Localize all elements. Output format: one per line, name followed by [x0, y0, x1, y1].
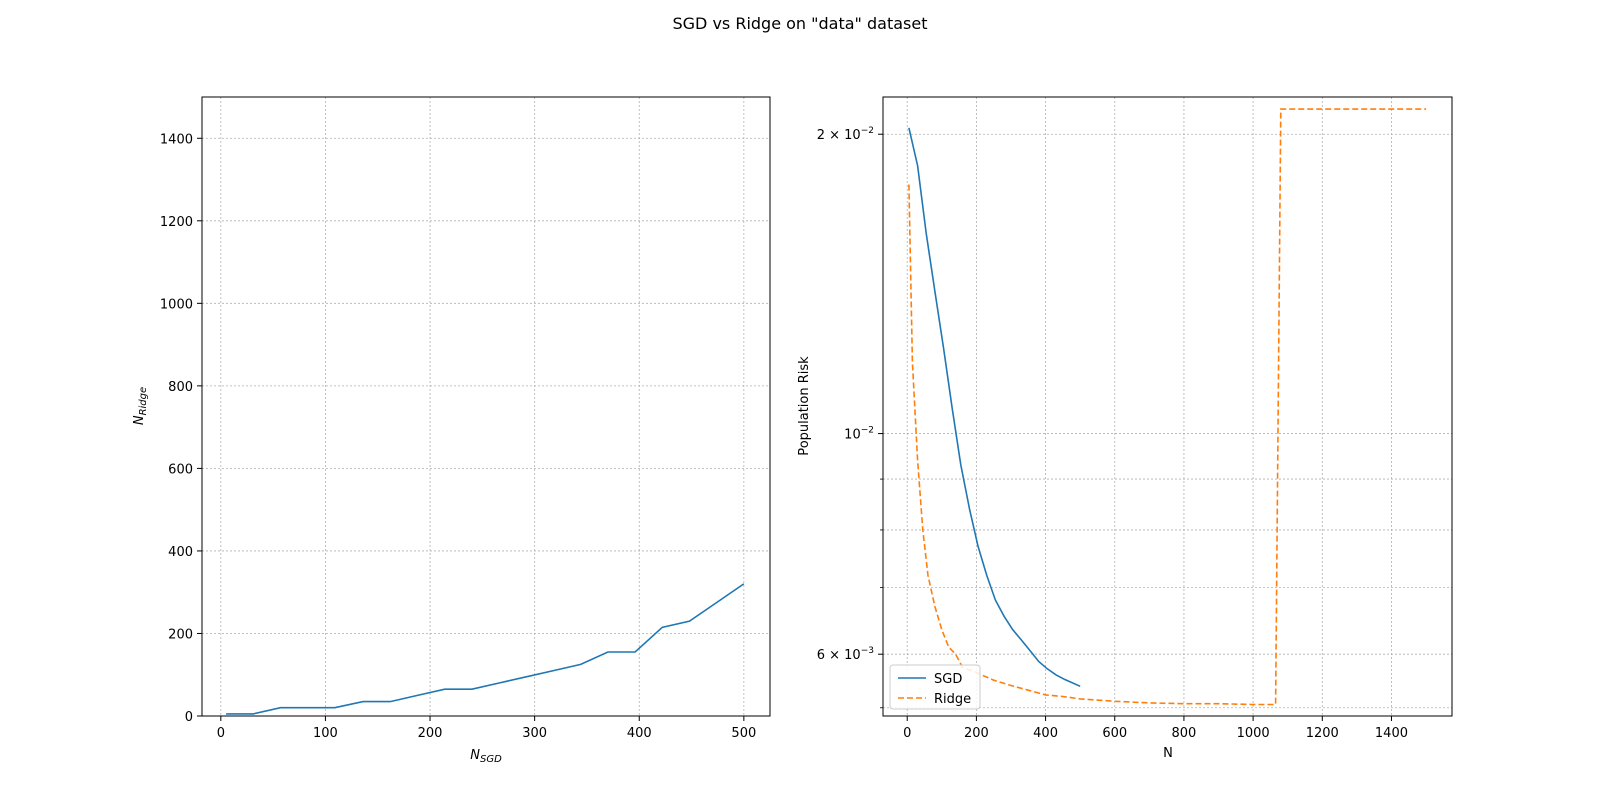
right-series-ridge-line	[908, 108, 1427, 706]
left-y-tick-label: 200	[168, 627, 193, 642]
left-plot: 0 100 200 300 400 500 0 200 400 600 800 1000 1200 140…	[132, 96, 771, 765]
right-ticks: 0 200 400 600 800 1000 1200 1400 6 × 10−3 10−2 2 ×…	[817, 126, 1408, 741]
left-y-tick-label: 0	[185, 710, 193, 725]
legend-label: Ridge	[934, 692, 971, 707]
right-x-tick-label: 200	[964, 726, 989, 741]
left-x-tick-label: 200	[418, 726, 443, 741]
left-ticks: 0 100 200 300 400 500 0 200 400 600 800 1000 1200 140…	[160, 132, 756, 741]
right-x-axis-label: N	[1163, 746, 1173, 761]
left-y-axis-label: NRidge	[132, 387, 149, 425]
left-series-line	[226, 583, 745, 715]
right-lines	[908, 108, 1427, 706]
left-x-tick-label: 0	[217, 726, 225, 741]
right-plot: 0 200 400 600 800 1000 1200 1400 6 × 10−3 10−2 2 ×…	[797, 96, 1453, 761]
right-x-tick-label: 1000	[1237, 726, 1270, 741]
right-series-sgd-line	[908, 127, 1081, 688]
legend-label: SGD	[934, 672, 962, 687]
left-y-tick-label: 600	[168, 462, 193, 477]
left-y-tick-label: 1000	[160, 297, 193, 312]
right-x-tick-label: 400	[1033, 726, 1058, 741]
figure-title: SGD vs Ridge on "data" dataset	[672, 14, 927, 33]
left-x-axis-label: NSGD	[470, 748, 502, 765]
right-legend: SGD Ridge	[889, 664, 981, 710]
right-y-tick-label: 2 × 10−2	[817, 126, 874, 143]
right-x-tick-label: 600	[1102, 726, 1127, 741]
left-grid	[202, 97, 770, 717]
left-lines	[226, 583, 745, 715]
right-y-tick-label: 6 × 10−3	[817, 646, 874, 663]
left-y-tick-label: 1400	[160, 132, 193, 147]
left-x-tick-label: 100	[313, 726, 338, 741]
right-y-axis-label: Population Risk	[797, 356, 812, 456]
right-plot-frame	[882, 96, 1453, 717]
right-x-tick-label: 1200	[1306, 726, 1339, 741]
left-y-tick-label: 800	[168, 380, 193, 395]
left-plot-frame	[201, 96, 771, 717]
right-y-tick-label: 10−2	[844, 426, 874, 443]
left-x-tick-label: 400	[627, 726, 652, 741]
left-x-tick-label: 500	[731, 726, 756, 741]
left-y-tick-label: 1200	[160, 215, 193, 230]
right-grid	[883, 97, 1452, 716]
left-x-tick-label: 300	[522, 726, 547, 741]
right-x-tick-label: 800	[1172, 726, 1197, 741]
right-x-tick-label: 1400	[1375, 726, 1408, 741]
left-y-tick-label: 400	[168, 545, 193, 560]
right-x-tick-label: 0	[903, 726, 911, 741]
